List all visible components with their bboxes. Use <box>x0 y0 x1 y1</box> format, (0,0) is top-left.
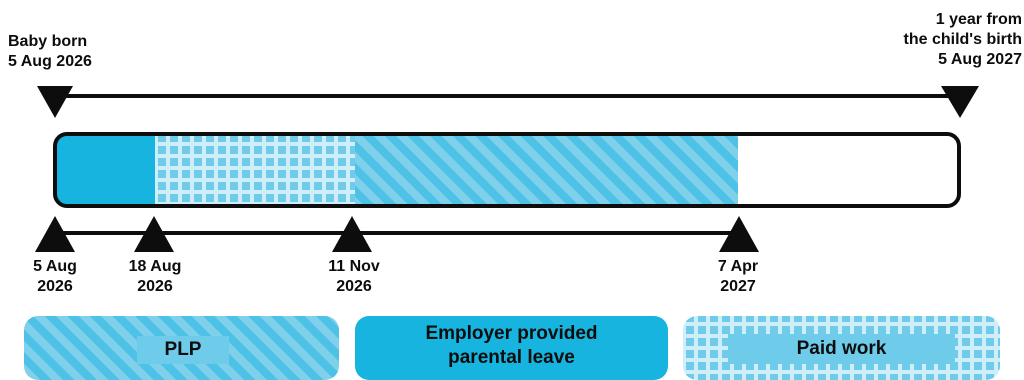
timeline-bar-fill <box>55 134 738 206</box>
marker-triangle-18-aug <box>134 216 174 252</box>
legend-label-bg-paid-work <box>728 334 955 364</box>
legend-label-plp: PLP <box>164 339 202 360</box>
marker-label-line2: 2026 <box>336 278 372 295</box>
legend-label-bg-plp <box>137 336 229 364</box>
marker-label-line2: 2026 <box>137 278 173 295</box>
timeline-bar-outline <box>53 132 961 208</box>
birth-label-line1: Baby born <box>8 33 88 50</box>
marker-label-line1: 7 Apr <box>717 258 759 275</box>
birth-label: Baby born 5 Aug 2026 <box>8 32 92 72</box>
year-end-marker-triangle <box>941 86 979 118</box>
birth-marker-triangle <box>37 86 73 118</box>
marker-label-11-nov: 11 Nov 2026 <box>328 257 380 297</box>
year-end-label: 1 year from the child's birth 5 Aug 2027 <box>904 10 1022 70</box>
marker-label-line1: 18 Aug <box>128 258 182 275</box>
legend-label-employer-line2: parental leave <box>448 347 575 368</box>
segment-paid-work <box>155 134 355 206</box>
marker-label-18-aug: 18 Aug 2026 <box>129 257 182 297</box>
marker-triangle-11-nov <box>332 216 372 252</box>
year-end-label-line2: the child's birth <box>903 31 1022 48</box>
marker-label-line1: 5 Aug <box>33 258 77 275</box>
year-end-label-line1: 1 year from <box>935 11 1022 28</box>
segment-employer-leave <box>55 134 155 206</box>
birth-label-line2: 5 Aug 2026 <box>8 53 92 70</box>
marker-label-line1: 11 Nov <box>328 258 380 275</box>
legend-swatch-employer <box>355 316 668 380</box>
marker-label-line2: 2027 <box>720 278 756 295</box>
legend-label-paid-work: Paid work <box>796 338 887 359</box>
marker-triangle-7-apr <box>719 216 759 252</box>
marker-label-7-apr: 7 Apr 2027 <box>718 257 758 297</box>
year-end-label-line3: 5 Aug 2027 <box>938 51 1022 68</box>
marker-label-line2: 2026 <box>37 278 73 295</box>
legend-label-employer-line1: Employer provided <box>425 323 598 344</box>
segment-plp <box>355 134 738 206</box>
marker-label-5-aug: 5 Aug 2026 <box>33 257 77 297</box>
marker-triangle-5-aug <box>35 216 75 252</box>
legend-label-employer: Employer provided parental leave <box>355 322 668 370</box>
